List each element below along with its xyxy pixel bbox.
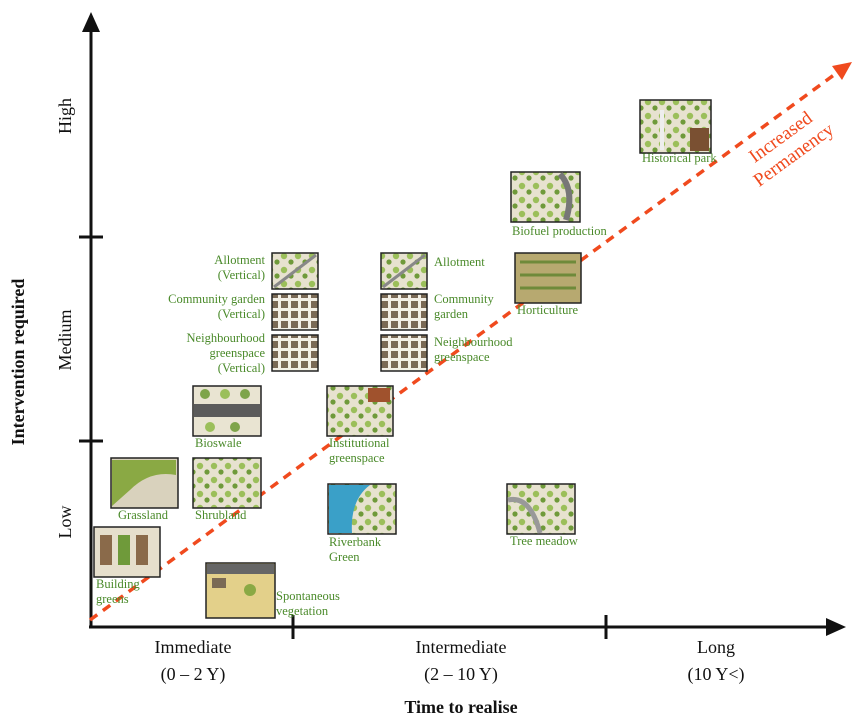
y-level-high: High — [55, 98, 75, 134]
thumb-community-garden-vertical — [271, 293, 319, 331]
thumb-shrubland — [192, 457, 262, 509]
y-level-low: Low — [55, 506, 75, 539]
label-horticulture: Horticulture — [517, 303, 579, 317]
y-level-medium: Medium — [55, 310, 75, 371]
label-historical-park: Historical park — [642, 151, 717, 165]
label-spontaneous-1: Spontaneous — [276, 589, 340, 603]
thumb-community-garden — [380, 293, 428, 331]
label-riverbank-1: Riverbank — [329, 535, 382, 549]
thumb-riverbank — [327, 483, 397, 535]
label-neighbourhood-vertical-2: greenspace — [209, 346, 265, 360]
label-community-garden-2: garden — [434, 307, 469, 321]
label-allotment: Allotment — [434, 255, 485, 269]
thumb-biofuel — [510, 171, 581, 223]
label-neighbourhood-vertical-1: Neighbourhood — [187, 331, 266, 345]
label-community-garden-vertical-1: Community garden — [168, 292, 266, 306]
y-axis-arrowhead — [82, 12, 100, 32]
label-riverbank-2: Green — [329, 550, 360, 564]
label-shrubland: Shrubland — [195, 508, 247, 522]
thumb-horticulture — [514, 252, 582, 304]
label-institutional-2: greenspace — [329, 451, 385, 465]
y-axis-title: Intervention required — [8, 279, 28, 446]
thumb-bioswale — [192, 385, 262, 437]
label-building-greens-2: greens — [96, 592, 129, 606]
thumb-neighbourhood — [380, 334, 428, 372]
label-bioswale: Bioswale — [195, 436, 242, 450]
thumb-neighbourhood-vertical — [271, 334, 319, 372]
x-period-long-range: (10 Y<) — [688, 664, 745, 685]
label-community-garden-1: Community — [434, 292, 494, 306]
thumb-allotment-vertical — [271, 252, 319, 290]
thumb-allotment — [380, 252, 428, 290]
label-allotment-vertical-1: Allotment — [214, 253, 265, 267]
permanency-arrow — [88, 70, 840, 622]
thumb-tree-meadow — [506, 483, 576, 535]
label-allotment-vertical-2: (Vertical) — [218, 268, 265, 282]
thumb-spontaneous — [205, 562, 276, 619]
x-period-long: Long — [697, 637, 735, 657]
x-period-immediate: Immediate — [155, 637, 232, 657]
x-period-immediate-range: (0 – 2 Y) — [161, 664, 226, 685]
label-spontaneous-2: vegetation — [276, 604, 329, 618]
label-neighbourhood-vertical-3: (Vertical) — [218, 361, 265, 375]
permanency-arrowhead — [832, 62, 852, 80]
x-axis-title: Time to realise — [404, 697, 517, 717]
label-biofuel: Biofuel production — [512, 224, 608, 238]
x-axis-arrowhead — [826, 618, 846, 636]
label-community-garden-vertical-2: (Vertical) — [218, 307, 265, 321]
thumb-historical-park — [639, 99, 712, 154]
label-building-greens-1: Building — [96, 577, 141, 591]
thumb-institutional — [326, 385, 394, 437]
label-tree-meadow: Tree meadow — [510, 534, 578, 548]
x-period-intermediate-range: (2 – 10 Y) — [424, 664, 498, 685]
label-grassland: Grassland — [118, 508, 169, 522]
label-institutional-1: Institutional — [329, 436, 390, 450]
label-neighbourhood-2: greenspace — [434, 350, 490, 364]
label-neighbourhood-1: Neighbourhood — [434, 335, 513, 349]
thumb-grassland — [110, 457, 179, 509]
x-period-intermediate: Intermediate — [416, 637, 507, 657]
thumb-building-greens — [93, 526, 161, 578]
